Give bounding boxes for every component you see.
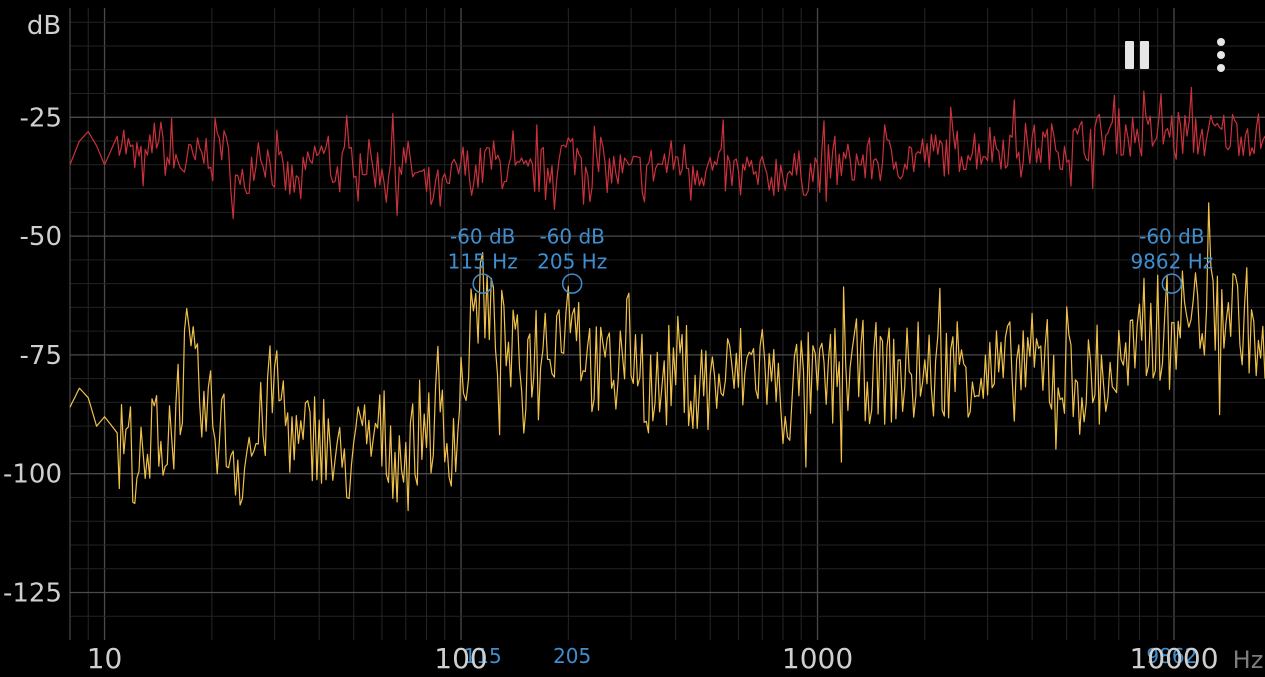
peak-hz-label: 205 Hz bbox=[537, 250, 607, 274]
peak-hz-label: 9862 Hz bbox=[1130, 250, 1213, 274]
series-layer bbox=[69, 86, 1265, 512]
x-tick-label: 10000 bbox=[1129, 642, 1218, 675]
peak-db-label: -60 dB bbox=[539, 225, 604, 249]
pause-button[interactable] bbox=[1114, 32, 1160, 78]
x-tick-label: 1000 bbox=[782, 642, 853, 675]
y-tick-label: -75 bbox=[20, 341, 62, 371]
x-axis-label: Hz bbox=[1233, 646, 1264, 674]
grid bbox=[69, 8, 1265, 640]
y-tick-label: -100 bbox=[3, 460, 62, 490]
peak-axis-label: 205 bbox=[553, 644, 591, 668]
x-tick-label: 100 bbox=[434, 642, 487, 675]
peak-db-label: -60 dB bbox=[1139, 225, 1204, 249]
peak-db-label: -60 dB bbox=[450, 225, 515, 249]
peak-axis-label: 9862 bbox=[1146, 644, 1197, 668]
peak-marker-2 bbox=[561, 273, 583, 294]
series-line-1 bbox=[69, 86, 1265, 220]
more-menu-button[interactable] bbox=[1198, 32, 1244, 78]
peak-hz-label: 115 Hz bbox=[448, 250, 518, 274]
x-tick-label: 10 bbox=[87, 642, 123, 675]
y-tick-label: -125 bbox=[3, 578, 62, 608]
y-tick-label: -25 bbox=[20, 103, 62, 133]
more-vert-icon bbox=[1217, 36, 1225, 75]
peak-marker-3 bbox=[1161, 273, 1183, 294]
series-line-2 bbox=[69, 202, 1265, 512]
peak-marker-1 bbox=[472, 273, 493, 294]
axis-layer: dB Hz -25 -50 -75 -100 -125 10 100 1000 10000 bbox=[3, 11, 1263, 675]
pause-icon bbox=[1125, 41, 1134, 69]
y-axis-label: dB bbox=[27, 11, 61, 41]
y-tick-label: -50 bbox=[20, 222, 62, 252]
peak-axis-label: 115 bbox=[464, 644, 502, 668]
